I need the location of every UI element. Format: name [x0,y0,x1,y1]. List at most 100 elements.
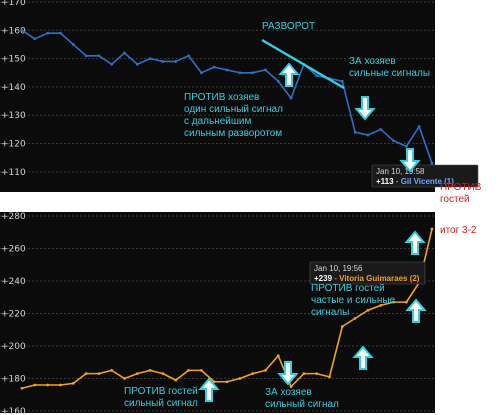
data-point[interactable] [161,372,165,376]
trend-line [261,38,345,90]
data-point[interactable] [392,300,395,304]
data-point[interactable] [276,79,280,83]
data-point[interactable] [251,372,255,376]
data-point[interactable] [71,381,75,385]
data-point[interactable] [404,144,408,148]
data-point[interactable] [84,54,88,58]
data-point[interactable] [59,383,62,387]
arrow-down-icon [277,361,299,386]
arrow-up-icon [198,377,220,402]
annotation-against-away-strong: ПРОТИВ гостей сильный сигнал [124,386,198,409]
y-tick-label: +280 [1,212,26,222]
tooltip-value: +239 - Vitoria Guimaraes (2) [314,274,420,283]
y-tick-label: +180 [1,375,26,385]
data-point[interactable] [199,368,203,372]
y-tick-label: +150 [1,55,26,65]
arrow-down-icon [399,148,421,173]
data-point[interactable] [123,51,126,55]
tooltip-value: +113 - Gil Vicente (1) [376,177,454,186]
data-point[interactable] [123,377,126,380]
data-point[interactable] [174,60,178,63]
annotation-reversal: РАЗВОРОТ [262,21,315,32]
y-tick-label: +170 [1,0,26,8]
arrow-down-icon [354,96,376,121]
y-tick-label: +260 [1,245,26,255]
data-point[interactable] [187,54,190,58]
data-point[interactable] [225,380,229,384]
data-point[interactable] [212,65,216,69]
chart-2: +160 +180 +200 +220 +240 +260 +280 Jan 10, 19:5… [0,212,435,415]
annotation-against-away-frequent: ПРОТИВ гостей частые и сильные сигналы [311,283,396,318]
data-point[interactable] [33,37,37,41]
chart-panel-2 [0,212,435,413]
arrow-up-icon [352,345,374,370]
chart-1: +110 +120 +130 +140 +150 +160 +170 Jan 10, 19:5… [0,0,479,188]
arrow-up-icon [405,298,427,323]
data-point[interactable] [379,303,383,307]
data-point[interactable] [238,377,242,380]
data-point[interactable] [251,71,255,75]
data-point[interactable] [276,354,280,358]
data-point[interactable] [353,130,357,134]
data-point[interactable] [59,31,62,35]
data-point[interactable] [366,308,370,312]
data-point[interactable] [20,28,24,32]
data-point[interactable] [199,71,203,75]
tooltip-box [309,261,426,285]
y-tick-label: +140 [1,83,26,93]
data-point[interactable] [20,386,24,390]
data-point[interactable] [187,368,190,372]
data-point[interactable] [46,31,50,35]
data-point[interactable] [110,62,114,66]
y-tick-label: +120 [1,140,26,150]
y-tick-label: +220 [1,310,26,320]
data-point[interactable] [353,316,357,320]
data-point[interactable] [238,71,242,75]
data-point[interactable] [315,74,319,77]
y-tick-label: +110 [1,168,26,178]
data-point[interactable] [135,372,139,376]
data-point[interactable] [84,372,88,376]
data-point[interactable] [417,125,421,128]
data-point[interactable] [340,325,344,328]
data-point[interactable] [379,127,383,131]
data-point[interactable] [289,385,293,389]
data-point[interactable] [404,300,408,304]
data-point[interactable] [430,161,434,165]
data-point[interactable] [148,57,152,61]
tooltip-box [371,164,479,188]
data-point[interactable] [340,79,344,83]
data-point[interactable] [264,68,267,72]
arrow-up-icon [278,62,300,87]
data-point[interactable] [328,375,331,379]
data-point[interactable] [71,43,75,46]
data-point[interactable] [97,372,101,376]
data-point[interactable] [148,368,152,372]
data-point[interactable] [212,380,216,384]
y-tick-label: +160 [1,407,26,415]
y-tick-label: +200 [1,342,26,352]
data-point[interactable] [97,54,101,58]
tooltip-date: Jan 10, 19:56 [314,264,363,273]
data-point[interactable] [366,133,370,137]
data-point[interactable] [264,368,267,372]
data-point[interactable] [174,378,178,382]
data-point[interactable] [315,372,319,376]
data-point[interactable] [33,383,37,387]
data-point[interactable] [302,372,306,376]
y-tick-label: +240 [1,277,26,287]
data-point[interactable] [135,62,139,66]
data-point[interactable] [430,227,434,231]
annotation-for-home: ЗА хозяев сильные сигналы [349,56,430,79]
data-point[interactable] [225,68,229,72]
data-point[interactable] [46,383,50,387]
data-point[interactable] [392,139,395,143]
data-point[interactable] [110,368,114,372]
annotation-against-away: ПРОТИВ гостей [440,182,482,205]
annotation-for-home-strong: ЗА хозяев сильный сигнал [265,387,339,410]
data-point[interactable] [289,96,293,100]
tooltip-date: Jan 10, 19:58 [376,167,425,176]
annotation-result: итог 3-2 [440,225,477,236]
data-point[interactable] [161,60,165,63]
